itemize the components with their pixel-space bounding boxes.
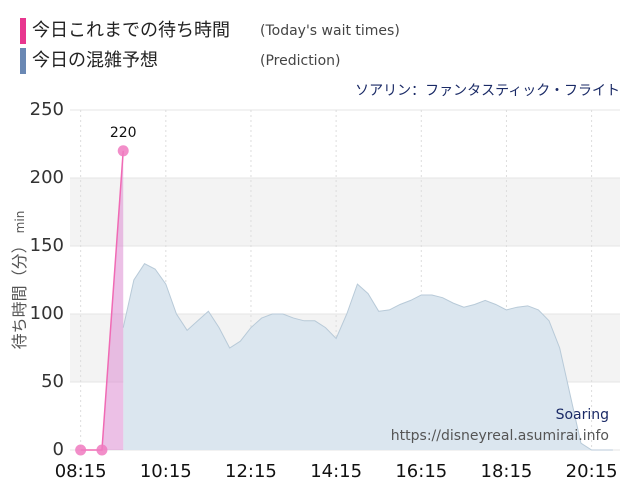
y-tick-label: 50 — [41, 371, 64, 392]
legend-swatch — [20, 48, 26, 74]
legend-note: (Prediction) — [260, 53, 340, 69]
data-label: 220 — [110, 125, 137, 141]
legend-label: 今日の混雑予想 — [32, 50, 158, 71]
legend-note: (Today's wait times) — [260, 23, 400, 39]
legend-swatch — [20, 18, 26, 44]
point — [75, 444, 87, 456]
y-tick-label: 150 — [30, 235, 64, 256]
y-tick-label: 200 — [30, 167, 64, 188]
point — [96, 444, 108, 456]
x-tick-label: 20:15 — [566, 461, 618, 482]
legend-label: 今日これまでの待ち時間 — [32, 20, 230, 41]
x-tick-label: 16:15 — [395, 461, 447, 482]
annotation: Soaring — [556, 407, 609, 423]
chart-title: ソアリン：ファンタスティック・フライト — [355, 83, 620, 99]
x-tick-label: 08:15 — [55, 461, 107, 482]
y-tick-label: 0 — [53, 439, 64, 460]
area — [123, 263, 613, 450]
y-tick-label: 250 — [30, 99, 64, 120]
grid-band — [70, 178, 620, 246]
x-tick-label: 12:15 — [225, 461, 277, 482]
annotation: https://disneyreal.asumirai.info — [391, 428, 609, 444]
point — [117, 145, 129, 157]
line — [122, 263, 613, 451]
y-tick-label: 100 — [30, 303, 64, 324]
plot-area: 0 50 100 150 200 250 08:15 10:15 12:15 14:15 16:15… — [30, 99, 620, 482]
y-axis-label: 待ち時間（分） min — [10, 211, 29, 350]
x-tick-label: 14:15 — [310, 461, 362, 482]
area — [80, 150, 124, 451]
y-axis-label-text: 待ち時間（分） — [10, 237, 29, 349]
x-tick-label: 10:15 — [140, 461, 192, 482]
x-tick-label: 18:15 — [481, 461, 533, 482]
y-axis-unit: min — [13, 211, 27, 234]
